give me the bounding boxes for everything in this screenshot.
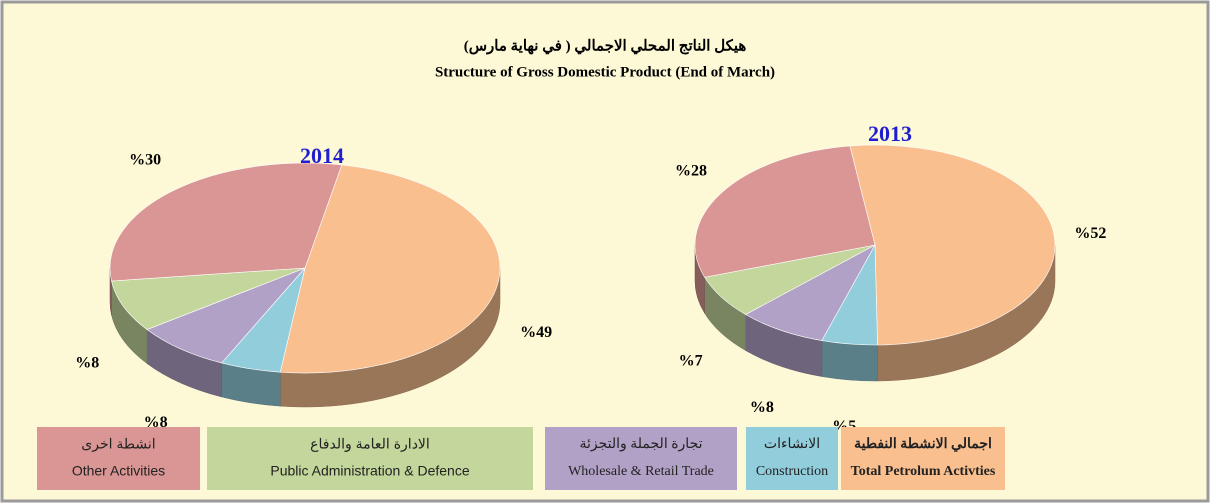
pie-slice xyxy=(146,267,306,364)
legend-label-en: Wholesale & Retail Trade xyxy=(568,464,714,479)
legend-label-ar: الادارة العامة والدفاع xyxy=(310,436,430,453)
value-label: %8 xyxy=(750,399,774,416)
pie-title: 2014 xyxy=(300,143,344,168)
legend-label-ar: انشطة اخرى xyxy=(81,436,155,453)
legend-label-en: Public Administration & Defence xyxy=(270,463,469,479)
pie-slice xyxy=(849,144,1056,346)
value-label: %7 xyxy=(679,353,703,370)
pie-slice xyxy=(111,267,306,330)
legend-swatch xyxy=(746,427,838,490)
title-ar: هيكل الناتج المحلي الاجمالي ( في نهاية م… xyxy=(464,38,747,55)
legend-label-ar: الانشاءات xyxy=(764,437,820,452)
pie-slice xyxy=(694,145,876,278)
value-label: %49 xyxy=(520,324,552,341)
legend-label-en: Total Petrolum Activties xyxy=(851,464,996,479)
pie-slice xyxy=(744,244,876,341)
legend-label-ar: تجارة الجملة والتجزئة xyxy=(579,437,702,452)
legend-label-en: Construction xyxy=(756,464,828,479)
legend-swatch xyxy=(37,427,200,490)
pie-slice xyxy=(109,162,343,282)
pie-side xyxy=(821,340,878,382)
value-label: %52 xyxy=(1074,225,1106,242)
value-label: %8 xyxy=(75,355,99,372)
pie-title: 2013 xyxy=(868,121,912,146)
value-label: %8 xyxy=(144,414,168,431)
legend-swatch xyxy=(207,427,533,490)
legend-label-ar: اجمالي الانشطة النفطية xyxy=(854,437,992,452)
legend-swatch xyxy=(545,427,737,490)
value-label: %28 xyxy=(675,162,707,179)
title-en: Structure of Gross Domestic Product (End… xyxy=(435,64,775,80)
value-label: %30 xyxy=(129,151,161,168)
legend-label-en: Other Activities xyxy=(72,463,165,479)
pie-slice xyxy=(279,164,501,374)
legend-swatch xyxy=(841,427,1005,490)
